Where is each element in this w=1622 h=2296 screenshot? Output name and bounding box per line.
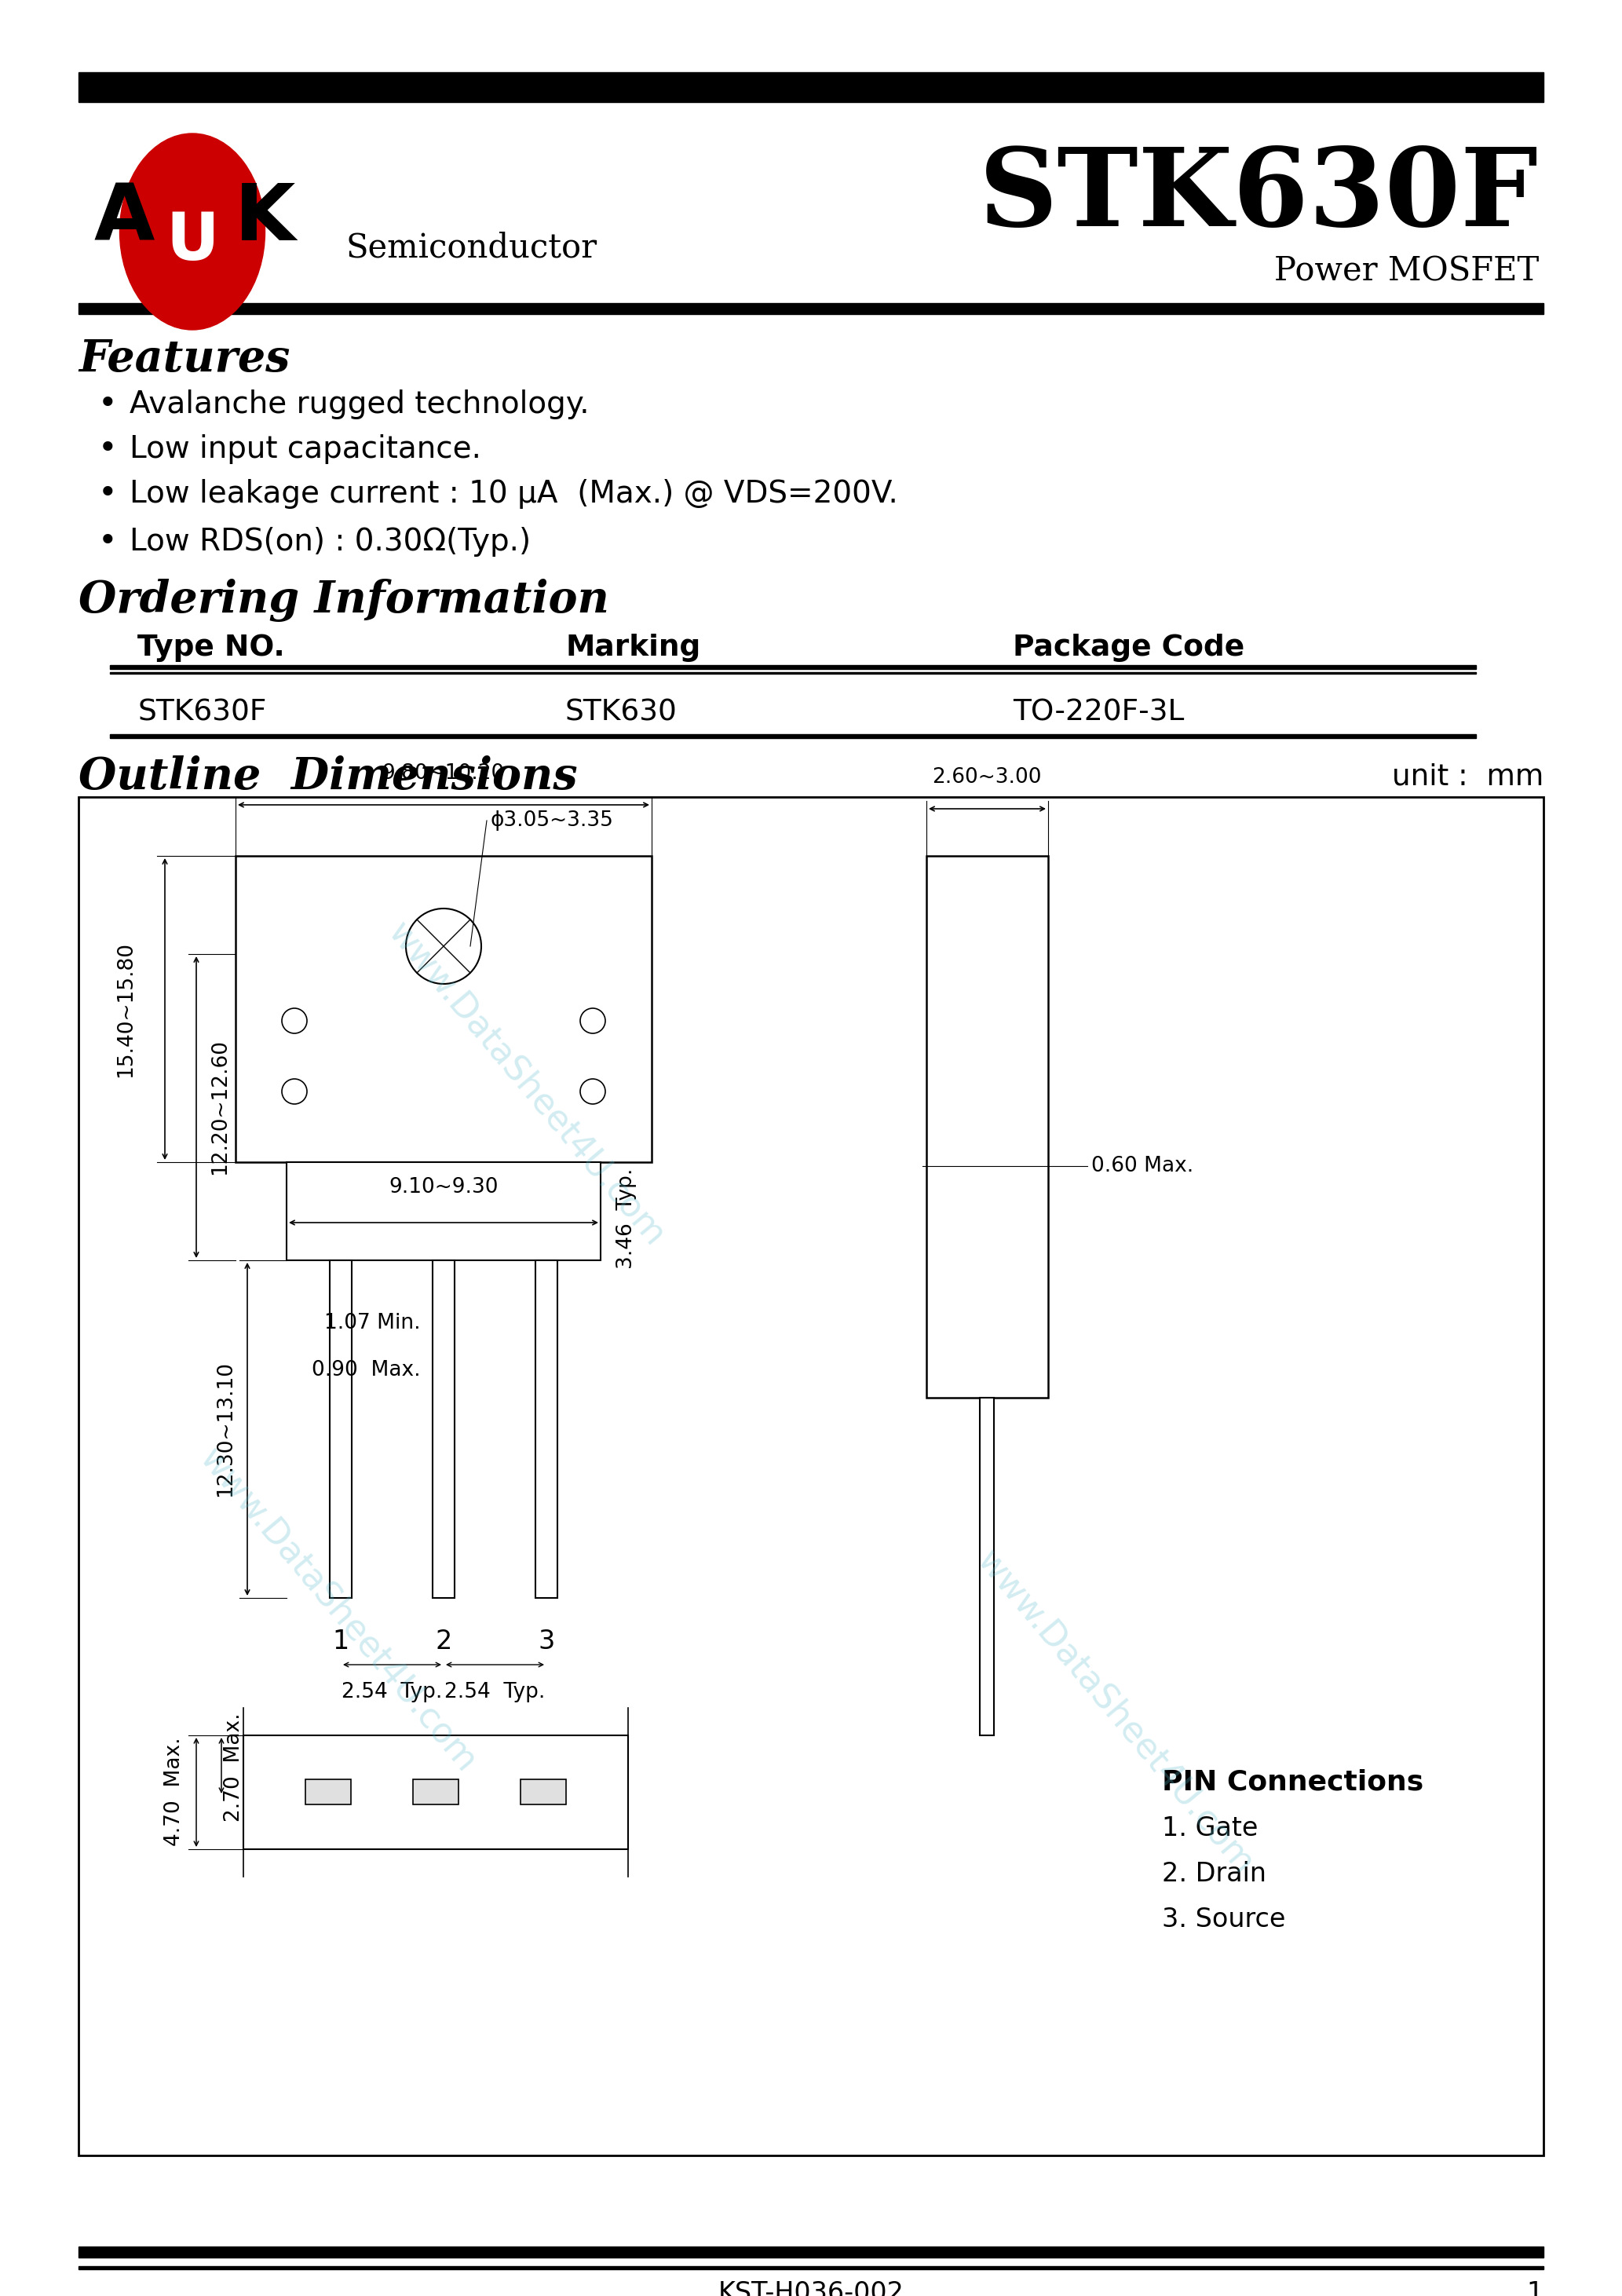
Text: A: A (94, 179, 154, 257)
Bar (78, 303, 1544, 315)
Text: unit :  mm: unit : mm (1392, 762, 1544, 792)
Text: 9.10~9.30: 9.10~9.30 (389, 1178, 498, 1199)
Bar (414, 1779, 459, 1805)
Text: 9.80~10.20: 9.80~10.20 (383, 762, 504, 783)
Text: Power MOSFET: Power MOSFET (1273, 255, 1539, 287)
Bar (78, 797, 1544, 2156)
Text: •: • (99, 388, 117, 420)
Circle shape (406, 909, 482, 985)
Text: 2.60~3.00: 2.60~3.00 (933, 767, 1041, 788)
Text: Ordering Information: Ordering Information (78, 579, 610, 622)
Text: Low input capacitance.: Low input capacitance. (130, 434, 482, 464)
Bar (926, 856, 1048, 1398)
Text: TO-220F-3L: TO-220F-3L (1012, 698, 1184, 726)
Text: Package Code: Package Code (1012, 634, 1244, 661)
Text: •: • (99, 526, 117, 558)
Text: www.DataSheet4U.com: www.DataSheet4U.com (193, 1442, 483, 1777)
Text: Features: Features (78, 338, 290, 381)
Bar (78, 71, 1544, 101)
Bar (521, 1779, 566, 1805)
Circle shape (282, 1008, 307, 1033)
Text: 1. Gate: 1. Gate (1161, 1816, 1259, 1841)
Text: 0.60 Max.: 0.60 Max. (1092, 1155, 1194, 1176)
Text: Marking: Marking (564, 634, 701, 661)
Text: 2.54  Typ.: 2.54 Typ. (341, 1683, 443, 1701)
Text: www.DataSheet4U.com: www.DataSheet4U.com (381, 916, 672, 1251)
Bar (243, 1736, 628, 1848)
Bar (235, 856, 652, 1162)
Text: K: K (235, 179, 295, 257)
Bar (287, 1162, 600, 1261)
Ellipse shape (120, 133, 264, 331)
Bar (110, 735, 1476, 737)
Text: 1: 1 (1526, 2280, 1544, 2296)
Text: STK630F: STK630F (138, 698, 266, 726)
Text: 1: 1 (333, 1628, 349, 1653)
Text: •: • (99, 432, 117, 466)
Text: 15.40~15.80: 15.40~15.80 (115, 941, 136, 1077)
Text: 2. Drain: 2. Drain (1161, 1860, 1267, 1887)
Circle shape (581, 1079, 605, 1104)
Text: KST-H036-002: KST-H036-002 (719, 2280, 903, 2296)
Bar (78, 2266, 1544, 2268)
Text: Low leakage current : 10 μA  (Max.) @ VDS=200V.: Low leakage current : 10 μA (Max.) @ VDS… (130, 480, 899, 510)
Text: 3. Source: 3. Source (1161, 1906, 1286, 1931)
Bar (329, 1261, 352, 1598)
Bar (980, 1398, 994, 1736)
Text: 4.70  Max.: 4.70 Max. (164, 1738, 185, 1846)
Bar (110, 666, 1476, 668)
Text: STK630F: STK630F (980, 145, 1539, 248)
Text: www.DataSheet4U.com: www.DataSheet4U.com (970, 1543, 1260, 1880)
Text: 2: 2 (435, 1628, 453, 1653)
Text: 12.20~12.60: 12.20~12.60 (209, 1040, 230, 1176)
Circle shape (282, 1079, 307, 1104)
Circle shape (581, 1008, 605, 1033)
Text: Avalanche rugged technology.: Avalanche rugged technology. (130, 390, 589, 420)
Bar (305, 1779, 350, 1805)
Text: 2.54  Typ.: 2.54 Typ. (444, 1683, 545, 1701)
Text: PIN Connections: PIN Connections (1161, 1770, 1424, 1795)
Text: 3: 3 (539, 1628, 555, 1653)
Text: 3.46  Typ.: 3.46 Typ. (616, 1169, 637, 1270)
Text: Semiconductor: Semiconductor (345, 232, 597, 264)
Text: ϕ3.05~3.35: ϕ3.05~3.35 (491, 810, 613, 831)
Text: •: • (99, 478, 117, 510)
Text: STK630: STK630 (564, 698, 678, 726)
Text: 1.07 Min.: 1.07 Min. (324, 1313, 420, 1334)
Text: 0.90  Max.: 0.90 Max. (311, 1359, 420, 1380)
Bar (78, 2245, 1544, 2257)
Text: Type NO.: Type NO. (138, 634, 285, 661)
Bar (433, 1261, 454, 1598)
Text: 12.30~13.10: 12.30~13.10 (216, 1362, 235, 1497)
Text: 2.70  Max.: 2.70 Max. (224, 1713, 245, 1823)
Bar (535, 1261, 558, 1598)
Text: U: U (165, 209, 219, 273)
Text: Low RDS(on) : 0.30Ω(Typ.): Low RDS(on) : 0.30Ω(Typ.) (130, 526, 530, 556)
Text: Outline  Dimensions: Outline Dimensions (78, 755, 577, 799)
